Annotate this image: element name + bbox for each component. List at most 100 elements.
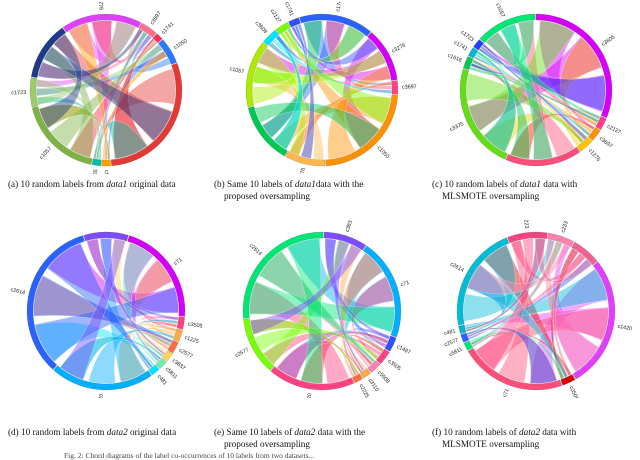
caption-e-dataset: data2 <box>294 427 316 437</box>
caption-a: (a) 10 random labels from data1 original… <box>8 178 218 190</box>
caption-a-text: (a) 10 random labels from <box>8 179 107 189</box>
caption-c-tail: data with <box>540 179 578 189</box>
caption-e-tail: data with the <box>315 427 366 437</box>
segment-label: c1225 <box>184 335 200 345</box>
segment-arc <box>571 241 598 266</box>
chord-ribbon <box>258 250 376 363</box>
segment-arc <box>245 42 268 108</box>
segment-label: c5508 <box>376 370 390 385</box>
caption-b-text: (b) Same 10 labels of <box>214 179 295 189</box>
caption-e-text: (e) Same 10 labels of <box>214 427 295 437</box>
caption-c-dataset: data1 <box>520 179 541 189</box>
chord-ribbon <box>271 38 392 94</box>
segment-arc <box>479 13 536 43</box>
caption-c-line2: MLSMOTE oversampling <box>442 191 540 201</box>
chord-ribbon <box>465 269 608 330</box>
segment-arc <box>384 335 397 352</box>
chord-diagram-b: c1741 c3276 c3697 c1050 c5376 c1057 c3608c2127… <box>222 2 422 202</box>
caption-b-tail: data with the <box>315 179 364 189</box>
chord-ribbon <box>474 307 609 371</box>
segment-label: c1741 <box>335 2 344 12</box>
segment-label: c3697 <box>149 11 162 26</box>
chord-ribbon <box>68 22 108 160</box>
segment-label: c1276 <box>97 2 104 10</box>
segment-arc <box>572 261 616 380</box>
segment-arc <box>162 350 173 362</box>
segment-label: c2614 <box>248 243 263 257</box>
segment-arc <box>463 340 473 351</box>
chord-ribbon <box>468 20 575 132</box>
chord-ribbon <box>33 275 173 344</box>
chord-ribbon <box>324 238 391 340</box>
caption-f-text: (f) 10 random labels of <box>432 427 519 437</box>
segment-label: c1420 <box>617 324 633 333</box>
segment-arc <box>376 348 390 365</box>
segment-label: c1420 <box>305 393 313 398</box>
chord-ribbon <box>93 120 148 159</box>
segment-label: c5376 <box>298 167 307 174</box>
segment-label: c1050 <box>376 145 391 160</box>
segment-label: c3837 <box>171 358 186 372</box>
chord-ribbon <box>471 241 563 348</box>
segment-label: c1057 <box>229 66 245 75</box>
chord-ribbon <box>466 264 569 378</box>
segment-arc <box>263 29 280 46</box>
chord-ribbon <box>47 242 153 369</box>
caption-e-line2: proposed oversampling <box>224 439 310 449</box>
chord-ribbon <box>475 238 534 370</box>
caption-c-text: (c) 10 random labels of <box>432 179 521 189</box>
chord-ribbon <box>36 21 136 106</box>
segment-arc <box>460 332 470 343</box>
chords <box>249 238 395 384</box>
chord-ribbon <box>287 238 323 384</box>
chord-ribbon <box>86 238 179 321</box>
segment-arc <box>101 159 111 167</box>
chord-ribbon <box>37 28 144 80</box>
chord-ribbon <box>252 50 387 85</box>
chord-ribbon <box>102 50 168 160</box>
segment-label: c3505 <box>386 359 401 373</box>
caption-b: (b) Same 10 labels of data1data with the… <box>214 178 424 202</box>
chord-ribbon <box>466 73 584 144</box>
caption-f-tail: data with <box>539 427 577 437</box>
caption-b-line2: proposed oversampling <box>224 191 310 201</box>
segment-label: c3276 <box>391 42 407 54</box>
segment-label: c2577 <box>178 348 194 360</box>
chord-ribbon <box>500 23 553 160</box>
chord-ribbon <box>480 45 588 141</box>
chord-svg-b: c1741 c3276 c3697 c1050 c5376 c1057 c3608c2127… <box>229 2 417 174</box>
chord-ribbon <box>34 287 179 362</box>
segment-arc <box>62 13 141 33</box>
chord-ribbon <box>478 48 606 112</box>
chords <box>463 238 609 384</box>
segment-label: c71 <box>502 388 511 398</box>
segment-label: c3110 <box>367 378 380 393</box>
segment-label: c1741 <box>453 40 469 53</box>
segment-arc <box>299 13 371 37</box>
segment-label: c71 <box>400 280 410 288</box>
chord-ribbon <box>261 20 323 139</box>
chord-ribbon <box>50 41 158 148</box>
chords <box>36 20 176 160</box>
segment-arc <box>270 366 354 391</box>
segment-label: c3697 <box>402 84 417 90</box>
segment-label: c3837 <box>345 220 355 233</box>
chord-diagram-f: c1420 c3505 c71 c5811 c2577 c481 c2614 c223 c233 <box>436 220 636 420</box>
chords <box>252 20 392 160</box>
segment-label: c481 <box>156 374 168 387</box>
segment-arc <box>176 316 185 330</box>
segment-arc <box>456 237 510 326</box>
chord-ribbon <box>291 26 378 66</box>
chord-ribbon <box>100 238 166 356</box>
segment-arc <box>367 360 381 373</box>
chord-ribbon <box>289 81 392 156</box>
segment-arc <box>173 328 183 342</box>
chord-ribbon <box>36 44 163 97</box>
chord-ribbon <box>249 244 362 335</box>
segment-label: c1616 <box>447 53 463 64</box>
chord-ribbon <box>467 252 586 338</box>
segment-label: c2577 <box>444 338 460 349</box>
segment-label: c1723 <box>11 90 26 96</box>
